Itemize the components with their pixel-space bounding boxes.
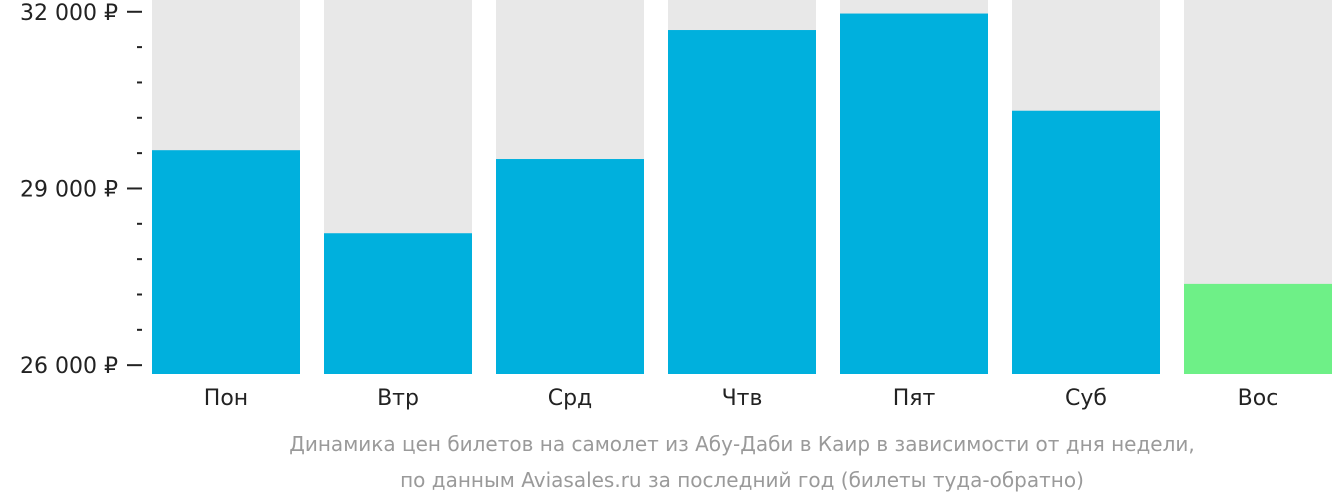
x-tick-label: Суб — [1065, 386, 1107, 411]
x-tick-label: Чтв — [722, 386, 763, 411]
y-tick-label: 26 000 ₽ — [20, 354, 118, 379]
bar — [668, 30, 816, 375]
bar — [1012, 110, 1160, 374]
x-tick-label: Пят — [893, 386, 936, 411]
bar — [1184, 283, 1332, 374]
y-tick-label: 29 000 ₽ — [20, 177, 118, 202]
x-axis: Пон Втр Срд Чтв Пят Суб Вос — [204, 386, 1279, 411]
x-tick-label: Срд — [548, 386, 593, 411]
x-tick-label: Вос — [1238, 386, 1279, 411]
y-tick-label: 32 000 ₽ — [20, 1, 118, 26]
caption-line-1: Динамика цен билетов на самолет из Абу-Д… — [289, 432, 1195, 456]
y-axis: 26 000 ₽ 29 000 ₽ 32 000 ₽ — [20, 1, 142, 379]
caption-line-2: по данным Aviasales.ru за последний год … — [400, 468, 1084, 492]
bar — [840, 13, 988, 375]
x-tick-label: Втр — [377, 386, 419, 411]
bars — [152, 13, 1332, 375]
bar — [152, 150, 300, 374]
x-tick-label: Пон — [204, 386, 248, 411]
bar — [496, 159, 644, 374]
bar — [324, 233, 472, 374]
weekday-price-chart: 26 000 ₽ 29 000 ₽ 32 000 ₽ Пон Втр Срд Чтв Пят… — [20, 0, 1332, 411]
